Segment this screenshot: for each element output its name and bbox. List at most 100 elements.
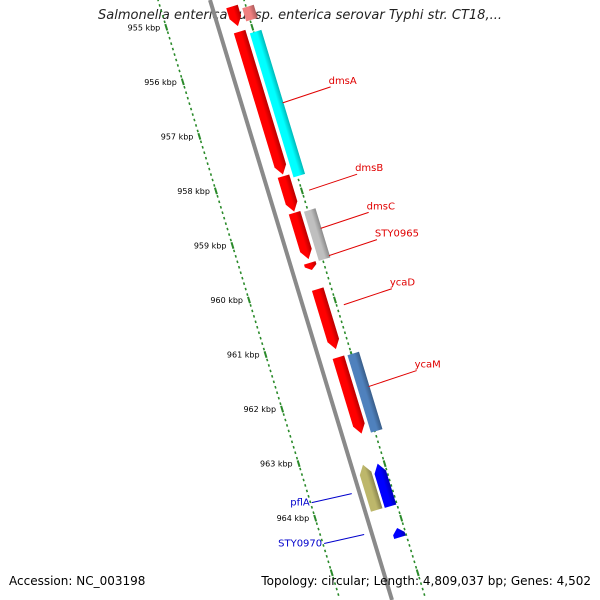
ruler-minor-tick [171,47,175,51]
gene-shading [242,4,258,22]
gene-label[interactable]: ycaM [415,360,441,371]
ruler-minor-tick [176,64,179,67]
ruler-minor-tick [259,336,262,340]
ruler-minor-tick [393,494,396,498]
feature-block[interactable] [303,208,331,261]
feature-block[interactable] [357,463,383,512]
ruler-minor-tick [305,205,309,209]
ruler-minor-tick [345,336,348,340]
label-layer: dmsA dmsB dmsC STY0965 ycaD ycaM pflA STY0970 [278,76,441,550]
gene-label[interactable]: STY0965 [375,229,419,240]
gene-ycaM[interactable] [332,355,368,436]
ruler-minor-tick [239,271,242,275]
ruler-minor-tick [277,396,280,400]
feature-block[interactable] [249,29,306,178]
gene-label[interactable]: ycaD [390,278,416,289]
label-leader [328,239,378,257]
ruler-minor-tick [213,184,216,187]
label-leader [324,534,365,545]
ruler-minor-tick [199,140,203,144]
gene-pflA[interactable] [372,462,397,508]
kbp-label: 964 kbp [277,514,310,523]
ruler-minor-tick [421,587,424,591]
ruler-major-tick [313,514,318,522]
kbp-label: 962 kbp [243,405,276,414]
ruler-minor-tick [348,347,352,351]
ruler-minor-tick [223,216,226,220]
ruler-minor-tick [267,364,270,367]
kbp-label: 955 kbp [128,23,161,32]
ruler-minor-tick [381,456,385,460]
ruler-minor-tick [178,69,181,73]
ruler-minor-tick [330,287,333,291]
kbp-label: 961 kbp [227,351,260,360]
ruler-minor-tick [237,265,241,269]
ruler-minor-tick [398,511,401,515]
ruler-minor-tick [209,173,213,176]
ruler-minor-tick [275,391,279,395]
ruler-minor-tick [234,254,237,258]
ruler-minor-tick [332,576,335,580]
gene-shading [374,463,397,508]
gene-dmsC[interactable] [288,210,315,261]
gene-ycaD[interactable] [311,287,342,350]
ruler-minor-tick [184,91,188,95]
ruler-minor-tick [211,178,214,182]
gene-STY0965[interactable] [304,261,318,272]
gene-dmsB[interactable] [277,174,300,213]
ruler-minor-tick [305,489,309,493]
gene-label[interactable]: dmsA [329,76,357,87]
ruler-minor-tick [188,102,191,106]
ruler-minor-tick [378,445,381,449]
ruler-minor-tick [256,325,259,329]
ruler-minor-tick [310,505,314,509]
ruler-minor-tick [299,467,302,471]
ruler-minor-tick [201,145,204,149]
gene-shading [303,208,331,261]
ruler-minor-tick [186,96,189,100]
ruler-minor-tick [241,276,244,280]
feature-block[interactable] [347,351,383,433]
ruler-minor-tick [335,587,338,591]
gene-STY0970[interactable] [391,526,406,540]
ruler-minor-tick [272,380,275,384]
ruler-minor-tick [375,434,378,438]
ruler-minor-tick [236,260,239,264]
gene-shading [226,4,242,27]
ruler-minor-tick [168,36,171,40]
ruler-minor-tick [295,456,299,460]
gene-label[interactable]: STY0970 [278,539,322,550]
ruler-minor-tick [244,4,247,7]
ruler-minor-tick [411,554,414,558]
feature-block[interactable] [226,4,243,28]
ruler-minor-tick [385,467,388,471]
gene-label[interactable]: dmsB [355,163,383,174]
ruler-minor-tick [261,342,264,346]
ruler-minor-tick [170,42,173,46]
ruler-minor-tick [322,260,325,264]
ruler-minor-tick [204,156,208,160]
backbone-layer [208,0,394,600]
ruler-minor-tick [319,533,322,536]
ruler-major-tick [299,187,304,195]
ruler-minor-tick [228,233,231,236]
topology-text: Topology: circular; Length: 4,809,037 bp… [261,574,591,588]
gene-dmsA[interactable] [233,29,289,176]
gene-shading [311,287,340,350]
ruler-minor-tick [302,478,305,482]
gene-label[interactable]: dmsC [367,201,395,212]
ruler-minor-tick [246,293,249,296]
ruler-minor-tick [327,276,330,280]
ruler-minor-tick [266,358,269,362]
gene-label[interactable]: pflA [290,498,310,509]
ruler-minor-tick [251,309,254,313]
ruler-minor-tick [413,560,416,564]
ruler-minor-tick [284,418,287,422]
ruler-minor-tick [300,473,304,476]
ruler-minor-tick [191,113,194,116]
ruler-minor-tick [418,576,421,580]
ruler-minor-tick [257,331,261,335]
ruler-minor-tick [304,200,307,204]
ruler-major-tick [415,569,420,577]
feature-block[interactable] [242,4,258,22]
